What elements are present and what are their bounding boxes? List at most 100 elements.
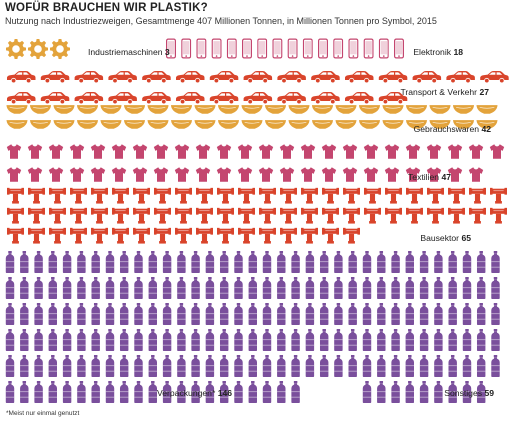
gear-icon: [6, 39, 26, 59]
car-icon: [7, 71, 36, 84]
category-name: Bausektor: [420, 233, 461, 243]
car-icon: [345, 92, 374, 105]
bottle-icon: [191, 251, 200, 273]
bottle-icon: [248, 329, 258, 351]
pipe-icon: [7, 227, 24, 244]
pipe-icon: [49, 207, 66, 224]
pipe-icon: [112, 207, 129, 224]
phone-icon: [363, 38, 374, 59]
bottle-icon: [105, 251, 115, 273]
bowl-icon: [170, 104, 193, 115]
phone-icon: [302, 38, 313, 59]
bottle-icon: [391, 251, 400, 273]
bottle-icon: [205, 251, 215, 273]
shirt-icon: [321, 167, 337, 182]
bottle-icon: [419, 303, 429, 325]
bottle-icon: [91, 251, 100, 273]
bottle-icon: [248, 277, 258, 299]
bottle-icon: [291, 303, 300, 325]
pipe-icon: [280, 207, 297, 224]
bottle-icon: [62, 251, 72, 273]
bottle-icon: [62, 329, 72, 351]
bowl-icon: [123, 119, 146, 130]
bottle-icon: [148, 303, 158, 325]
shirt-icon: [69, 144, 85, 159]
bottle-icon: [91, 277, 100, 299]
pipe-icon: [91, 227, 108, 244]
shirt-icon: [216, 144, 232, 159]
bowl-icon: [100, 119, 122, 130]
bottle-icon: [20, 277, 29, 299]
bottle-icon: [319, 277, 329, 299]
bottle-icon: [62, 355, 72, 377]
bottle-icon: [362, 355, 372, 377]
bottle-icon: [305, 251, 315, 273]
bowl-icon: [194, 119, 216, 130]
bottle-icon: [334, 303, 343, 325]
bottle-icon: [476, 355, 486, 377]
car-icon: [345, 71, 374, 84]
pipe-icon: [385, 187, 402, 204]
pipe-icon: [448, 207, 465, 224]
phone-icon: [394, 38, 404, 59]
bottle-icon: [348, 329, 357, 351]
chart-subtitle: Nutzung nach Industriezweigen, Gesamtmen…: [5, 16, 437, 26]
shirt-icon: [405, 144, 421, 159]
bottle-icon: [91, 355, 100, 377]
phone-icon: [257, 38, 268, 59]
shirt-icon: [174, 144, 190, 159]
pipe-icon: [70, 207, 87, 224]
pipe-icon: [133, 187, 150, 204]
phone-icon: [348, 38, 359, 59]
bottle-icon: [20, 329, 29, 351]
shirt-icon: [300, 144, 316, 159]
bottle-icon: [448, 355, 457, 377]
bottle-icon: [234, 355, 243, 377]
pipe-icon: [259, 227, 276, 244]
bottle-icon: [34, 355, 43, 377]
car-icon: [40, 71, 70, 84]
car-icon: [74, 71, 104, 84]
bowl-icon: [288, 119, 310, 130]
bottle-icon: [191, 303, 200, 325]
bottle-icon: [462, 277, 472, 299]
bottle-icon: [348, 303, 357, 325]
category-name: Textilien: [408, 172, 441, 182]
category-name: Transport & Verkehr: [400, 87, 479, 97]
pipe-icon: [175, 187, 192, 204]
bottle-icon: [48, 329, 58, 351]
pipe-icon: [490, 207, 507, 224]
pipe-icon: [448, 187, 465, 204]
bowl-icon: [429, 104, 451, 115]
bottle-icon: [419, 251, 429, 273]
bottle-icon: [434, 303, 443, 325]
pipe-icon: [490, 187, 507, 204]
bottle-icon: [205, 329, 215, 351]
shirt-icon: [426, 144, 442, 159]
pipe-icon: [154, 187, 171, 204]
bowl-icon: [335, 104, 357, 115]
pipe-icon: [112, 227, 129, 244]
pipe-icon: [175, 227, 192, 244]
shirt-icon: [90, 167, 106, 182]
car-icon: [378, 71, 408, 84]
pipe-icon: [49, 227, 66, 244]
pipe-icon: [427, 187, 444, 204]
category-label: Textilien 47: [408, 172, 451, 182]
pipe-icon: [469, 207, 486, 224]
car-icon: [40, 92, 70, 105]
bottle-icon: [134, 329, 143, 351]
bottle-icon: [77, 303, 86, 325]
bottle-icon: [405, 251, 415, 273]
bottle-icon: [48, 277, 58, 299]
pipe-icon: [406, 187, 423, 204]
shirt-icon: [132, 144, 148, 159]
pipe-icon: [196, 207, 213, 224]
bottle-icon: [119, 329, 129, 351]
pipe-icon: [406, 207, 423, 224]
bottle-icon: [319, 251, 329, 273]
bottle-icon: [305, 355, 315, 377]
shirt-icon: [69, 167, 85, 182]
bottle-icon: [305, 303, 315, 325]
